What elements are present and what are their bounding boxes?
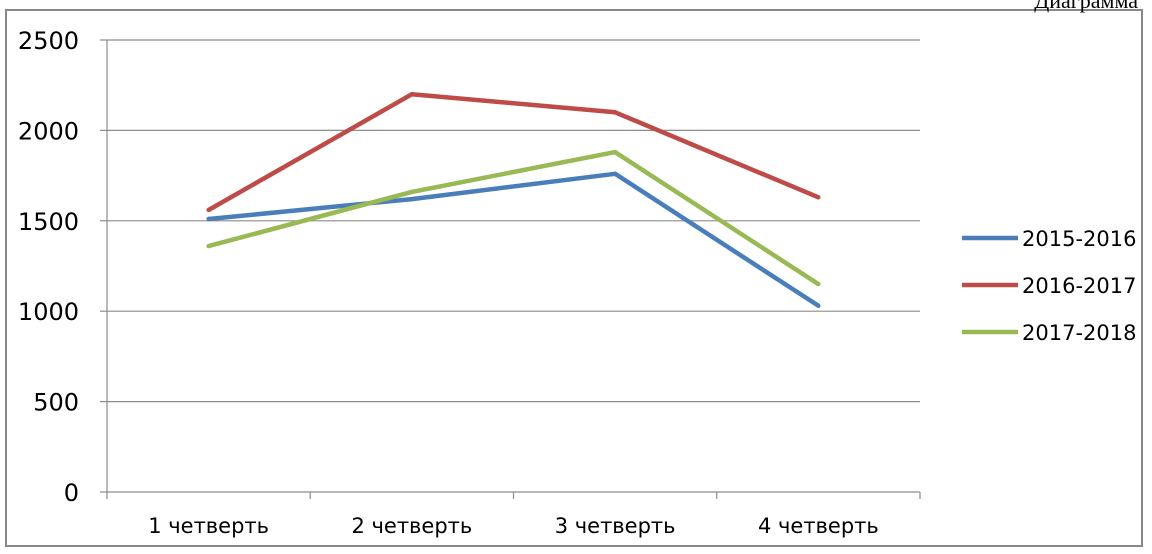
series-lines <box>206 91 821 308</box>
y-tick-label: 2500 <box>18 27 79 55</box>
x-tick-label: 2 четверть <box>351 514 472 538</box>
y-tick-label: 500 <box>33 389 79 417</box>
data-point <box>816 195 821 200</box>
data-point <box>409 189 415 195</box>
data-point <box>612 171 618 176</box>
legend: 2015-2016 2016-2017 2017-2018 <box>962 227 1136 345</box>
data-point <box>409 196 415 202</box>
series-line-2016-2017 <box>207 91 820 212</box>
x-tick-label: 3 четверть <box>555 514 676 538</box>
data-point <box>816 281 821 287</box>
x-tick-label: 1 четверть <box>148 514 269 538</box>
axes: 0 500 1000 1500 2000 2500 1 четверть 2 четверть… <box>18 27 921 538</box>
series-line-2015-2016 <box>208 171 820 308</box>
y-tick-label: 1500 <box>18 208 79 236</box>
data-point <box>816 303 821 308</box>
y-tick-label: 1000 <box>18 298 79 326</box>
data-point <box>409 92 415 97</box>
chart-border <box>5 9 1143 547</box>
chart-caption: Диаграмма <box>1034 0 1138 13</box>
series-line-2017-2018 <box>208 149 820 286</box>
legend-label: 2016-2017 <box>1022 274 1136 298</box>
gridlines <box>107 39 920 403</box>
data-point <box>206 216 211 222</box>
data-point <box>612 110 618 115</box>
data-point <box>206 207 211 213</box>
legend-label: 2015-2016 <box>1022 227 1136 251</box>
data-point <box>612 149 618 155</box>
y-tick-label: 2000 <box>18 117 79 145</box>
y-tick-label: 0 <box>64 479 79 507</box>
legend-label: 2017-2018 <box>1022 321 1136 345</box>
data-point <box>206 243 211 249</box>
x-tick-label: 4 четверть <box>758 514 879 538</box>
